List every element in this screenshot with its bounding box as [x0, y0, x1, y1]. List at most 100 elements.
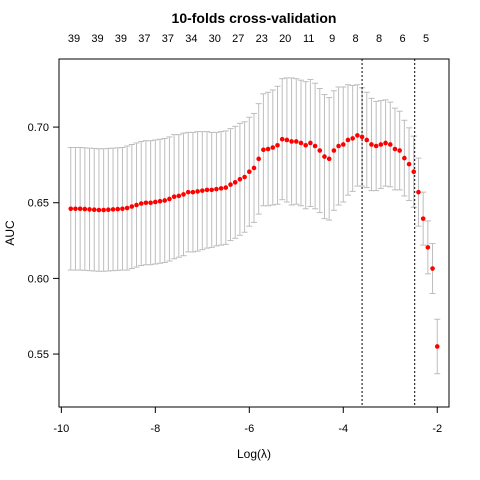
data-point: [73, 206, 78, 212]
data-point: [336, 143, 341, 149]
data-point: [340, 142, 346, 147]
data-point: [420, 216, 426, 221]
y-tick-label: 0.60: [28, 273, 49, 285]
data-point: [242, 174, 247, 180]
x-axis-label: Log(λ): [237, 447, 271, 461]
data-point: [265, 146, 271, 152]
data-point: [223, 185, 229, 190]
data-point: [214, 186, 219, 192]
data-point: [247, 169, 252, 175]
data-point: [402, 155, 407, 161]
top-axis-label: 37: [162, 33, 174, 45]
reference-lines: [361, 59, 416, 407]
top-axis-label: 8: [353, 33, 359, 45]
data-point: [237, 176, 243, 182]
top-axis-label: 8: [376, 33, 382, 45]
data-points: [68, 133, 440, 349]
data-point: [308, 140, 313, 146]
data-point: [129, 204, 135, 209]
y-tick-label: 0.55: [28, 349, 49, 361]
top-axis-label: 30: [209, 33, 221, 45]
data-point: [378, 142, 384, 147]
top-axis-label: 9: [329, 33, 335, 45]
data-point: [153, 199, 158, 205]
data-point: [359, 134, 365, 140]
data-point: [284, 137, 290, 143]
data-point: [322, 154, 327, 159]
top-axis-label: 37: [138, 33, 150, 45]
data-point: [167, 196, 172, 202]
top-axis-label: 39: [115, 33, 127, 45]
data-point: [364, 137, 370, 143]
error-bars: [67, 77, 441, 375]
data-point: [181, 192, 186, 197]
data-point: [204, 187, 210, 193]
top-axis-label: 34: [185, 33, 197, 45]
data-point: [256, 156, 261, 162]
data-point: [345, 137, 351, 143]
data-point: [101, 207, 106, 213]
data-point: [157, 198, 163, 204]
top-axis-label: 20: [279, 33, 291, 45]
data-point: [387, 142, 393, 147]
data-point: [275, 142, 280, 148]
data-point: [293, 139, 299, 144]
data-point: [176, 193, 182, 199]
data-point: [416, 189, 421, 195]
data-point: [383, 140, 388, 146]
data-point: [261, 147, 266, 153]
data-point: [406, 161, 412, 167]
data-point: [110, 207, 116, 212]
data-point: [96, 207, 102, 213]
data-point: [411, 169, 417, 175]
data-point: [251, 165, 257, 171]
data-point: [115, 206, 121, 212]
data-point: [209, 187, 215, 193]
x-tick-label: -10: [53, 423, 69, 435]
data-point: [162, 198, 168, 203]
data-point: [120, 206, 125, 212]
data-point: [190, 189, 196, 195]
x-tick-label: -4: [338, 423, 348, 435]
data-point: [134, 202, 139, 208]
data-point: [331, 148, 337, 153]
x-axis: -10 -8 -6 -4 -2: [53, 406, 442, 435]
data-point: [392, 146, 398, 152]
top-axis-label: 27: [232, 33, 244, 45]
data-point: [195, 189, 200, 194]
data-point: [350, 136, 355, 141]
top-axis-label: 23: [256, 33, 268, 45]
data-point: [312, 143, 318, 149]
data-point: [355, 133, 360, 138]
data-point: [138, 201, 144, 206]
top-axis-label: 11: [303, 33, 314, 45]
top-axis: 39 39 39 37 37 34 30 27 23 20 11 9 8 8 6 5: [68, 33, 429, 45]
data-point: [77, 206, 83, 212]
data-point: [185, 189, 191, 195]
data-point: [425, 245, 431, 250]
y-axis: 0.55 0.60 0.65 0.70: [28, 122, 59, 361]
data-point: [148, 200, 153, 206]
data-point: [232, 180, 238, 185]
data-point: [397, 148, 402, 153]
data-point: [143, 200, 149, 206]
data-point: [171, 194, 177, 199]
data-point: [218, 186, 224, 191]
data-point: [317, 148, 323, 153]
data-point: [430, 266, 435, 271]
data-point: [289, 139, 294, 144]
x-tick-label: -8: [150, 423, 160, 435]
data-point: [124, 205, 130, 211]
data-point: [303, 142, 308, 148]
data-point: [298, 140, 304, 146]
top-axis-label: 39: [91, 33, 103, 45]
chart-title: 10-folds cross-validation: [172, 10, 337, 26]
data-point: [326, 156, 332, 162]
data-point: [369, 142, 374, 147]
y-tick-label: 0.70: [28, 122, 49, 134]
data-point: [228, 182, 233, 187]
x-tick-label: -6: [244, 423, 254, 435]
y-axis-label: AUC: [3, 220, 17, 246]
data-point: [82, 206, 88, 212]
